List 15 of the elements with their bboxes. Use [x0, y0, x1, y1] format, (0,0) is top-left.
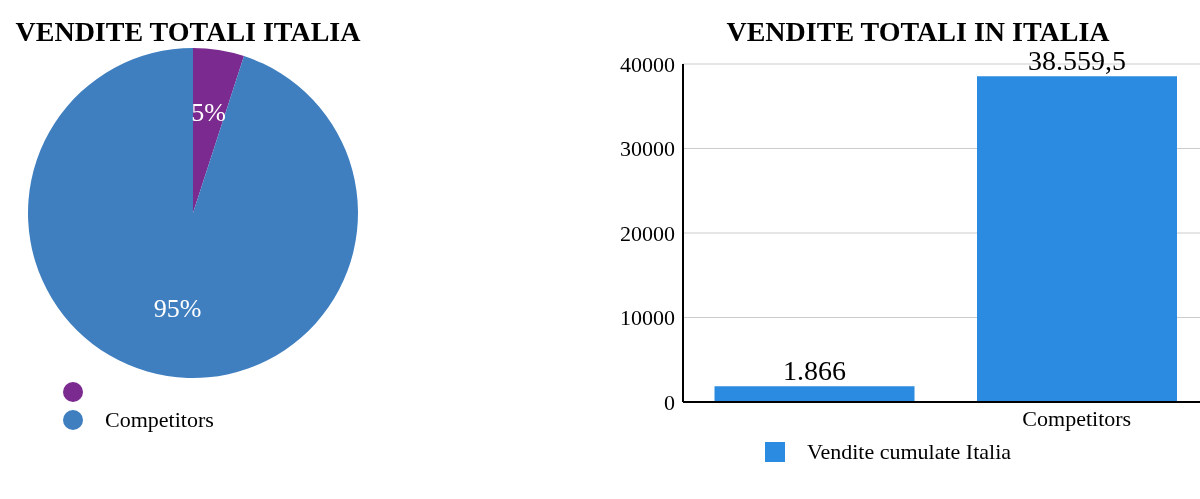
y-tick-label: 40000: [620, 51, 675, 77]
pie-slice: [28, 48, 358, 378]
legend-label: Vendite cumulate Italia: [806, 439, 1012, 465]
y-tick-label: 10000: [620, 305, 675, 331]
data-label: 38.559,5: [1028, 45, 1126, 77]
chart-title: VENDITE TOTALI IN ITALIA: [725, 16, 1111, 48]
data-label: 1.866: [783, 355, 846, 387]
legend-label: Competitors: [105, 407, 214, 433]
y-tick-label: 20000: [620, 220, 675, 246]
data-label: 95%: [153, 293, 202, 323]
y-tick-label: 0: [664, 389, 675, 415]
pie-slice: [193, 48, 244, 213]
data-label: 5%: [191, 98, 226, 128]
chart-title: VENDITE TOTALI ITALIA: [14, 16, 362, 48]
y-tick-label: 30000: [620, 136, 675, 162]
